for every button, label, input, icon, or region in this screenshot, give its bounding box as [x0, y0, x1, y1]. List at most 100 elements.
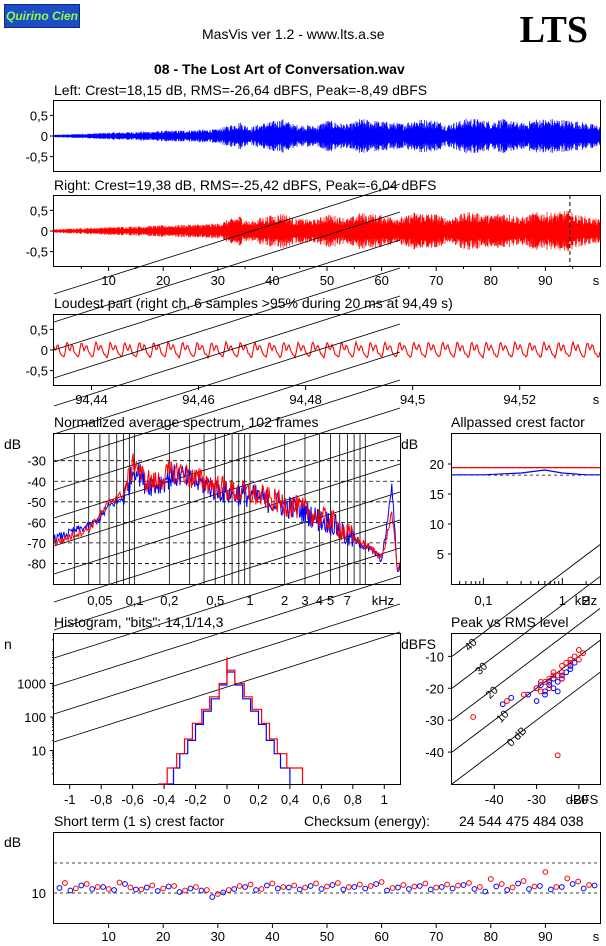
- peak-rms-xtick: -20: [569, 792, 588, 807]
- peak-rms-point-left: [554, 678, 561, 685]
- peak-rms-point-left: [542, 691, 548, 698]
- short-term-point-left: [220, 889, 227, 896]
- short-term-point-left: [515, 880, 521, 887]
- spectrum-slope-line: [53, 547, 401, 659]
- short-term-point-left: [307, 883, 314, 889]
- short-term-point-left: [580, 885, 587, 892]
- short-term-point-left: [253, 887, 259, 893]
- short-term-xtick: s: [593, 929, 600, 944]
- short-term-point-left: [122, 881, 128, 887]
- short-term-point-left: [187, 885, 194, 892]
- peak-rms-point-left: [571, 659, 578, 666]
- peak-rms-point-right: [575, 647, 582, 653]
- short-term-point-right: [62, 880, 68, 886]
- peak-rms-diagonal: [451, 576, 601, 689]
- short-term-point-right: [258, 886, 265, 892]
- spectrum-db-unit: dB: [4, 436, 22, 452]
- loudest-xtick: 94,48: [289, 392, 322, 407]
- short-term-point-right: [182, 887, 188, 894]
- short-term-point-left: [78, 882, 85, 889]
- short-term-point-left: [329, 882, 336, 888]
- short-term-point-left: [471, 886, 478, 892]
- peak-rms-point-right: [559, 669, 565, 676]
- short-term-point-left: [209, 894, 216, 900]
- allpass-frame: [451, 433, 601, 585]
- allpass-ytick: 20: [430, 457, 444, 472]
- peak-rms-point-left: [546, 678, 553, 685]
- loudest-xtick: s: [593, 392, 600, 407]
- histogram-series-left: [164, 671, 291, 785]
- peak-rms-diagonal-label: 30: [473, 660, 490, 677]
- allpass-db-unit: dB: [401, 436, 419, 452]
- right-waveform-xtick: 90: [538, 273, 552, 288]
- peak-rms-point-left: [550, 685, 557, 692]
- short-term-point-left: [427, 886, 434, 893]
- short-term-point-left: [558, 884, 565, 890]
- short-term-point-left: [89, 886, 96, 892]
- short-term-point-right: [225, 887, 232, 893]
- left-waveform-ytick: -0,5: [26, 150, 48, 165]
- short-term-point-right: [356, 881, 363, 888]
- short-term-point-left: [198, 887, 205, 894]
- loudest-signal: [53, 339, 601, 360]
- allpass-xtick: 0,1: [474, 593, 492, 608]
- checksum-value: 24 544 475 484 038: [459, 813, 584, 829]
- allpass-xtick: 1: [559, 593, 566, 608]
- allpass-ytick: 10: [430, 517, 444, 532]
- peak-rms-dbfs-unit: dBFS: [401, 636, 437, 652]
- short-term-point-right: [203, 887, 210, 893]
- spectrum-ytick: -30: [27, 454, 46, 469]
- right-waveform-ytick: 0,5: [30, 203, 48, 218]
- short-term-point-left: [504, 887, 511, 893]
- peak-rms-point-right: [554, 672, 561, 679]
- short-term-point-right: [487, 876, 494, 882]
- short-term-point-left: [154, 888, 161, 894]
- right-waveform-xtick: 20: [156, 273, 170, 288]
- lts-logo: LTS: [519, 9, 588, 51]
- short-term-point-left: [526, 886, 532, 892]
- right-waveform-xtick: 30: [211, 273, 225, 288]
- loudest-xtick: 94,44: [75, 392, 108, 407]
- short-term-point-left: [569, 881, 576, 887]
- histogram-xtick: -0,4: [153, 792, 175, 807]
- short-term-point-right: [433, 884, 440, 891]
- short-term-point-right: [476, 884, 483, 890]
- short-term-point-left: [340, 886, 347, 893]
- peak-rms-point-right: [520, 691, 527, 698]
- histogram-xtick: 1: [381, 792, 388, 807]
- short-term-point-left: [493, 883, 500, 890]
- spectrum-slope-line: [53, 379, 401, 491]
- short-term-point-right: [520, 878, 527, 884]
- peak-rms-point-right: [537, 678, 544, 685]
- loudest-ytick: 0,5: [30, 322, 48, 337]
- short-term-point-right: [335, 880, 341, 886]
- short-term-point-left: [373, 881, 380, 887]
- spectrum-xtick: 0,5: [206, 593, 224, 608]
- peak-rms-point-left: [554, 688, 561, 695]
- short-term-point-left: [143, 884, 150, 891]
- histogram-xtick: 0,6: [312, 792, 330, 807]
- peak-rms-point-left: [546, 682, 553, 688]
- peak-rms-point-right: [546, 685, 553, 692]
- peak-rms-point-right: [550, 672, 557, 679]
- short-term-point-left: [274, 885, 281, 892]
- histogram-ytick: 1000: [17, 676, 46, 691]
- peak-rms-point-right: [559, 663, 565, 669]
- short-term-point-left: [111, 887, 117, 893]
- quirino-badge: Quirino Cien: [4, 4, 80, 28]
- short-term-xtick: 80: [484, 929, 498, 944]
- short-term-point-right: [269, 880, 276, 887]
- short-term-point-right: [575, 878, 582, 885]
- spectrum-xtick: 0,2: [160, 593, 178, 608]
- spectrum-slope-line: [53, 575, 401, 687]
- peak-rms-diagonal-label: 20: [484, 684, 501, 701]
- peak-rms-point-right: [546, 675, 553, 682]
- short-term-point-left: [264, 882, 270, 889]
- right-waveform-ytick: 0: [41, 224, 48, 239]
- peak-rms-point-left: [525, 691, 532, 698]
- right-channel-info: Right: Crest=19,38 dB, RMS=-25,42 dBFS, …: [54, 177, 437, 193]
- short-term-point-right: [498, 881, 505, 887]
- loudest-ytick: 0: [41, 343, 48, 358]
- right-waveform-xtick: s: [593, 273, 600, 288]
- spectrum-xtick: 3: [301, 593, 308, 608]
